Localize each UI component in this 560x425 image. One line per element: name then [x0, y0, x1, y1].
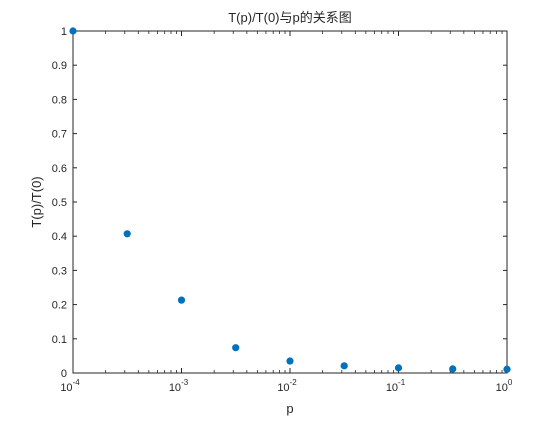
x-tick-label-exponent: -2 — [290, 378, 298, 387]
x-tick-label: 10-2 — [277, 378, 297, 394]
y-tick-label: 0.9 — [52, 60, 67, 72]
y-axis-label: T(p)/T(0) — [29, 176, 44, 227]
data-point — [286, 357, 294, 365]
x-tick-label-base: 10 — [169, 382, 181, 394]
x-tick-label: 10-3 — [169, 378, 189, 394]
y-axis: 0 0.1 0.2 0.3 0.4 0.5 0.6 0.7 0.8 0.9 1 — [52, 26, 507, 380]
data-point — [232, 344, 240, 352]
x-tick-label: 100 — [496, 378, 513, 394]
x-tick-label-base: 10 — [386, 382, 398, 394]
chart-title: T(p)/T(0)与p的关系图 — [228, 10, 352, 25]
plot-area — [72, 30, 508, 374]
y-tick-label: 0 — [61, 368, 67, 380]
x-tick-label-base: 10 — [496, 382, 508, 394]
x-tick-label-exponent: -3 — [181, 378, 189, 387]
y-tick-label: 0.3 — [52, 265, 67, 277]
x-tick-label-exponent: -4 — [73, 378, 81, 387]
y-tick-label: 0.8 — [52, 94, 67, 106]
data-series — [69, 27, 511, 373]
x-tick-label: 10-4 — [60, 378, 80, 394]
x-tick-label: 10-1 — [386, 378, 406, 394]
y-tick-label: 0.2 — [52, 300, 67, 312]
x-tick-label-exponent: 0 — [508, 378, 513, 387]
x-tick-label-base: 10 — [277, 382, 289, 394]
x-tick-label-exponent: -1 — [398, 378, 406, 387]
data-point — [69, 27, 77, 35]
x-tick-label-base: 10 — [60, 382, 72, 394]
y-tick-label: 0.4 — [52, 231, 67, 243]
data-point — [394, 364, 403, 372]
data-point — [340, 362, 348, 370]
data-point — [503, 365, 511, 373]
y-tick-label: 1 — [61, 26, 67, 38]
y-tick-label: 0.7 — [52, 129, 67, 141]
y-tick-label: 0.1 — [52, 334, 67, 346]
y-tick-label: 0.5 — [52, 197, 67, 209]
data-point — [123, 230, 131, 238]
x-axis-label: p — [286, 401, 293, 416]
x-axis: 10-4 10-3 10-2 10-1 100 — [60, 31, 513, 394]
data-point — [177, 296, 186, 304]
y-tick-label: 0.6 — [52, 163, 67, 175]
data-point — [449, 365, 457, 373]
